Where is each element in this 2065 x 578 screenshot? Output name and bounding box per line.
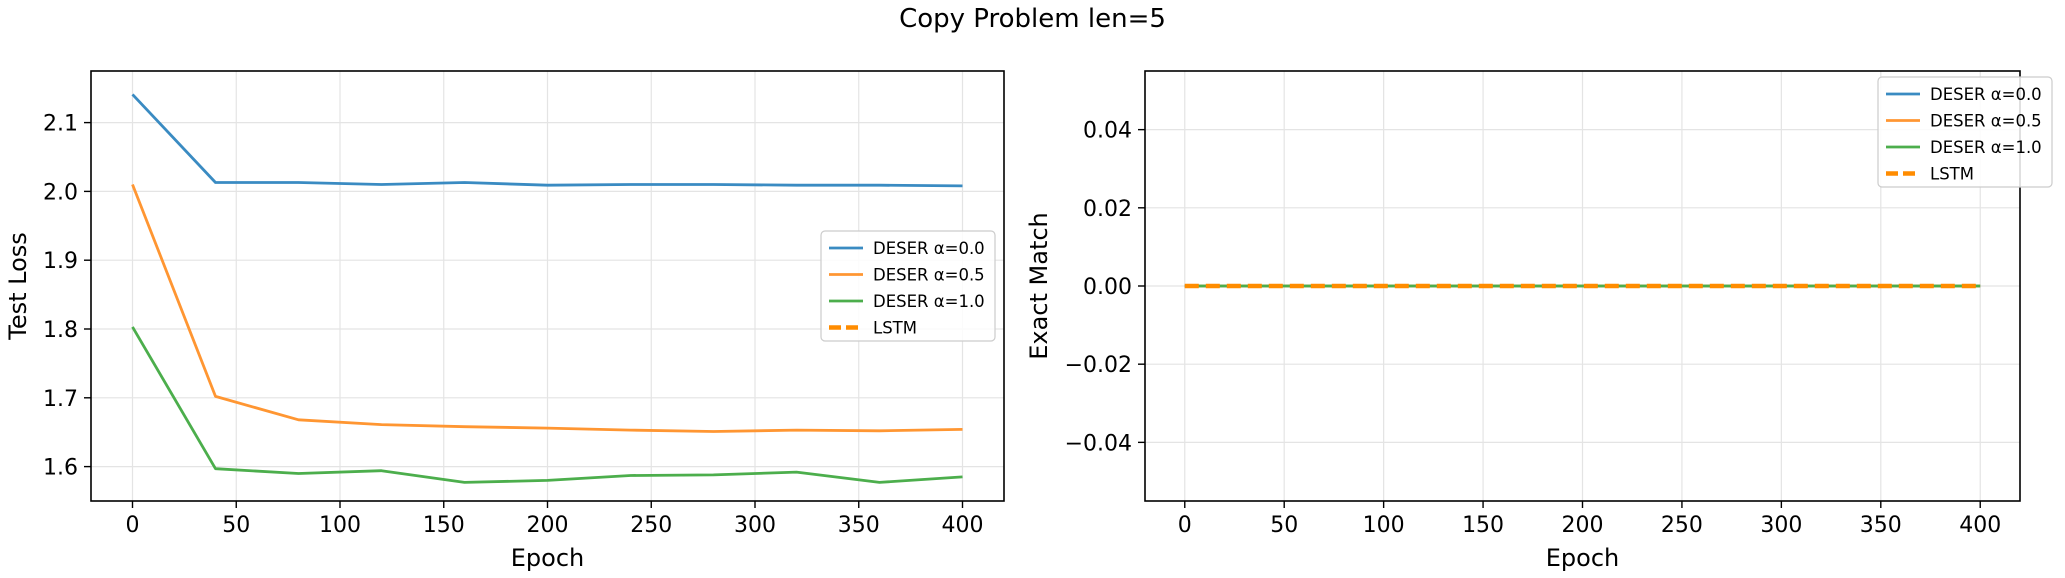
x-tick-label: 400 bbox=[942, 513, 984, 538]
legend-label: DESER α=1.0 bbox=[1930, 138, 2042, 157]
legend: DESER α=0.0 DESER α=0.5 DESER α=1.0 LSTM bbox=[1877, 76, 2053, 188]
x-tick-label: 150 bbox=[423, 513, 465, 538]
x-tick-label: 100 bbox=[1363, 513, 1405, 538]
x-tick-label: 0 bbox=[1178, 513, 1192, 538]
chart-2: 0 50 100 150 200 250 300 350 400 −0.04 −0.02 0.00 0.… bbox=[1025, 70, 2053, 572]
x-tick-label: 350 bbox=[1860, 513, 1902, 538]
series-line-3 bbox=[131, 326, 963, 484]
legend-label: LSTM bbox=[1930, 165, 1974, 184]
y-tick-label: 0.00 bbox=[1083, 275, 1132, 300]
y-tick-label: −0.04 bbox=[1065, 431, 1132, 456]
legend-label: DESER α=0.5 bbox=[1930, 112, 2042, 131]
y-tick-label: 2.1 bbox=[43, 112, 78, 137]
x-tick-label: 350 bbox=[838, 513, 880, 538]
x-tick-label: 0 bbox=[126, 513, 140, 538]
x-tick-label: 300 bbox=[1760, 513, 1802, 538]
legend-label: DESER α=0.0 bbox=[873, 239, 985, 258]
x-tick-label: 100 bbox=[319, 513, 361, 538]
y-tick-label: −0.02 bbox=[1065, 353, 1132, 378]
legend-box bbox=[1877, 76, 2053, 188]
legend-box bbox=[820, 230, 996, 342]
y-tick-label: 1.8 bbox=[43, 318, 78, 343]
x-tick-label: 50 bbox=[1270, 513, 1298, 538]
x-axis-label: Epoch bbox=[511, 544, 585, 572]
y-tick-label: 1.7 bbox=[43, 387, 78, 412]
y-tick-label: 0.04 bbox=[1083, 119, 1132, 144]
legend: DESER α=0.0 DESER α=0.5 DESER α=1.0 LSTM bbox=[820, 230, 996, 342]
legend-label: DESER α=0.5 bbox=[873, 266, 985, 285]
legend-label: LSTM bbox=[873, 319, 917, 338]
y-tick-label: 0.02 bbox=[1083, 197, 1132, 222]
x-tick-label: 300 bbox=[734, 513, 776, 538]
legend-label: DESER α=1.0 bbox=[873, 292, 985, 311]
figure-title: Copy Problem len=5 bbox=[899, 4, 1166, 34]
y-tick-label: 1.9 bbox=[43, 249, 78, 274]
x-tick-label: 250 bbox=[1661, 513, 1703, 538]
y-tick-label: 1.6 bbox=[43, 456, 78, 481]
chart-1: 0 50 100 150 200 250 300 350 400 1.6 1.7 1.8 1.9 2.0 2… bbox=[4, 70, 1005, 572]
y-axis-label: Exact Match bbox=[1025, 212, 1053, 360]
x-tick-label: 200 bbox=[527, 513, 569, 538]
x-axis-label: Epoch bbox=[1546, 544, 1620, 572]
x-tick-label: 250 bbox=[630, 513, 672, 538]
series-line-2 bbox=[131, 183, 963, 433]
y-tick-label: 2.0 bbox=[43, 180, 78, 205]
legend-label: DESER α=0.0 bbox=[1930, 85, 2042, 104]
x-tick-label: 400 bbox=[1959, 513, 2001, 538]
x-tick-label: 200 bbox=[1562, 513, 1604, 538]
y-axis-label: Test Loss bbox=[4, 232, 32, 341]
x-tick-label: 150 bbox=[1462, 513, 1504, 538]
x-tick-label: 50 bbox=[222, 513, 250, 538]
series-line-1 bbox=[131, 93, 963, 188]
